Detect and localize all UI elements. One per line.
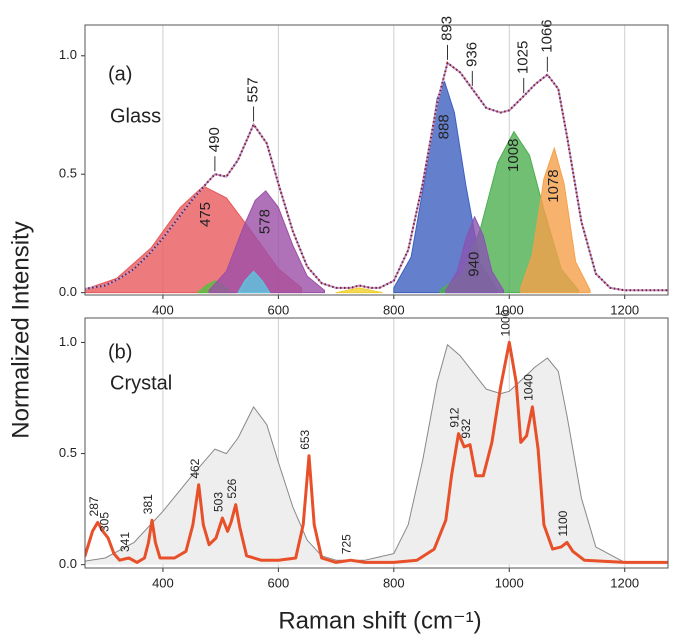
annotation-label: 932 [459, 418, 473, 438]
x-tick-label: 800 [383, 302, 405, 317]
component-area [237, 270, 271, 294]
x-tick-label: 400 [152, 575, 174, 590]
series-line [85, 344, 668, 563]
axes-frame [84, 24, 669, 296]
annotation-label: 462 [188, 458, 202, 478]
x-tick-label: 600 [268, 575, 290, 590]
axes-frame [84, 317, 669, 569]
component-area [445, 215, 504, 294]
component-label: 940 [466, 252, 483, 277]
x-tick-label: 600 [268, 302, 290, 317]
component-label: 888 [436, 114, 453, 139]
annotation-label: 653 [298, 429, 312, 449]
annotation-label: 305 [97, 512, 111, 532]
panel-label: (a) [108, 63, 132, 85]
x-tick-label: 800 [383, 575, 405, 590]
envelope-data [85, 61, 668, 292]
panel-label: (b) [108, 341, 132, 363]
y-tick-label: 0.5 [59, 166, 77, 181]
annotation-label: 1000 [498, 309, 512, 336]
annotation-label: 341 [118, 532, 132, 552]
x-tick-label: 1200 [610, 575, 639, 590]
component-label: 1078 [545, 169, 562, 202]
x-tick-label: 1000 [495, 302, 524, 317]
x-tick-label: 400 [152, 302, 174, 317]
series-line [85, 340, 668, 564]
sample-label: Glass [110, 105, 161, 127]
y-tick-label: 0.5 [59, 445, 77, 460]
y-tick-label: 1.0 [59, 47, 77, 62]
annotation-label: 1040 [522, 374, 536, 401]
y-axis-title: Normalized Intensity [7, 221, 34, 438]
component-area [208, 190, 325, 294]
annotation-label: 1100 [556, 510, 570, 536]
component-area [335, 287, 383, 294]
annotation-label: 1025 [515, 41, 532, 74]
x-axis-title: Raman shift (cm⁻¹) [278, 607, 481, 634]
sample-label: Crystal [110, 372, 172, 394]
annotation-label: 381 [141, 494, 155, 514]
annotation-label: 893 [438, 16, 455, 41]
annotation-label: 503 [212, 492, 226, 512]
y-tick-label: 0.0 [59, 556, 77, 571]
component-label: 1008 [505, 139, 522, 172]
annotation-label: 936 [463, 42, 480, 67]
component-label: 578 [257, 209, 274, 234]
annotation-label: 490 [206, 127, 223, 152]
component-area [520, 146, 591, 294]
x-tick-label: 1000 [495, 575, 524, 590]
annotation-label: 912 [448, 407, 462, 427]
annotation-label: 1066 [538, 19, 555, 52]
component-label: 475 [197, 202, 214, 227]
y-tick-label: 1.0 [59, 334, 77, 349]
annotation-label: 526 [225, 478, 239, 498]
annotation-label: 287 [87, 496, 101, 516]
x-tick-label: 1200 [610, 302, 639, 317]
annotation-label: 725 [340, 534, 354, 554]
annotation-label: 557 [245, 77, 262, 102]
series-area [85, 344, 668, 565]
y-tick-label: 0.0 [59, 284, 77, 299]
